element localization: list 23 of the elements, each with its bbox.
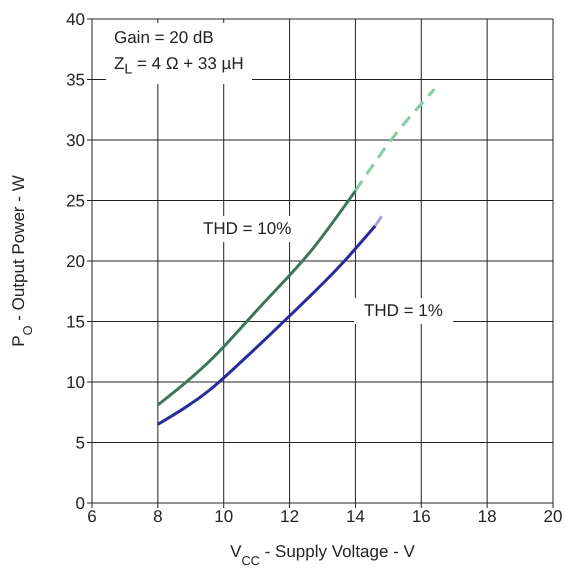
- y-tick-label: 10: [66, 373, 85, 392]
- x-tick-label: 10: [214, 507, 234, 526]
- x-tick-label: 18: [478, 507, 497, 526]
- y-tick-label: 0: [76, 494, 85, 514]
- x-tick-label: 12: [280, 507, 300, 526]
- y-tick-label: 30: [66, 131, 85, 150]
- y-tick-label: 5: [76, 434, 85, 453]
- y-tick-label: 25: [66, 192, 85, 211]
- annotation: THD = 10%: [193, 216, 302, 242]
- x-axis-title: V$_{CC}$ - Supply Voltage - V: [230, 542, 416, 568]
- y-tick-label: 20: [66, 252, 85, 272]
- line-series: [156, 189, 357, 406]
- annotation: Gain = 20 dB: [114, 27, 215, 49]
- x-tick-label: 14: [346, 507, 365, 526]
- x-tick-label: 20: [544, 507, 562, 526]
- y-tick-label: 40: [66, 10, 85, 30]
- annotation: Z$_{L}$ = 4 Ω + 33 µH: [114, 53, 244, 80]
- annotation: THD = 1%: [354, 298, 453, 324]
- y-tick-label: 15: [66, 312, 85, 332]
- x-tick-label: 8: [153, 507, 163, 526]
- x-tick-label: 6: [87, 507, 97, 526]
- x-tick-label: 16: [412, 507, 431, 526]
- y-tick-label: 35: [66, 70, 85, 90]
